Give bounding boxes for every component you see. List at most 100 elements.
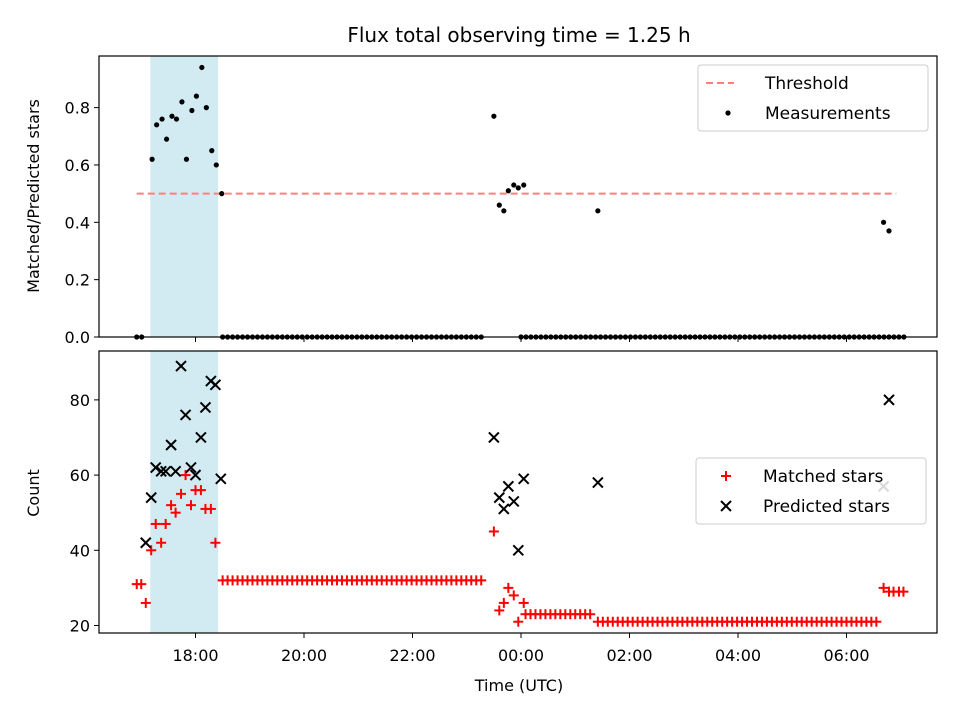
predicted-point — [189, 469, 202, 481]
y-tick-label: 80 — [70, 391, 90, 410]
x-tick-label: 04:00 — [715, 646, 761, 665]
predicted-point-b — [140, 537, 152, 549]
predicted-point-b — [215, 473, 227, 485]
legend-measurement-swatch — [725, 110, 731, 116]
predicted-point-b — [199, 401, 212, 414]
predicted-point — [508, 495, 520, 508]
measurement-point — [505, 188, 511, 194]
matched-point — [878, 582, 889, 593]
predicted-point-b — [169, 465, 182, 478]
x-tick-label: 20:00 — [281, 646, 327, 665]
predicted-point — [209, 379, 222, 391]
measurement-point — [149, 156, 155, 162]
predicted-point — [199, 401, 212, 414]
predicted-point — [159, 465, 172, 478]
predicted-point — [150, 461, 162, 474]
matched-point — [205, 503, 216, 514]
measurement-point — [501, 208, 507, 214]
measurement-point — [880, 219, 887, 225]
measurement-point — [193, 93, 200, 99]
matched-point — [140, 597, 151, 608]
y-tick-label: 20 — [70, 616, 90, 635]
chart-title: Flux total observing time = 1.25 h — [347, 23, 690, 47]
matched-point — [166, 500, 177, 511]
legend-box — [697, 64, 929, 132]
x-tick-label: 06:00 — [823, 646, 869, 665]
legend-label: Predicted stars — [763, 497, 890, 517]
predicted-point — [502, 480, 515, 493]
predicted-point — [179, 409, 192, 421]
matched-point — [513, 616, 524, 627]
plot-frame — [98, 350, 938, 634]
matched-point — [185, 500, 196, 511]
measurement-point — [219, 191, 225, 197]
legend: Matched stars Predicted stars — [695, 457, 927, 525]
matched-point — [898, 586, 909, 597]
matched-point — [156, 537, 167, 548]
measurement-point — [199, 64, 205, 71]
legend-label: Threshold — [764, 74, 849, 94]
predicted-point — [512, 544, 524, 556]
x-tick-label: 00:00 — [498, 646, 544, 665]
matched-point — [585, 609, 596, 620]
predicted-point — [140, 537, 152, 549]
predicted-point-b — [883, 394, 895, 406]
legend: Threshold Measurements — [697, 64, 929, 132]
predicted-point — [175, 360, 187, 372]
predicted-point — [493, 491, 506, 504]
predicted-point — [518, 473, 530, 485]
measurement-point — [491, 113, 497, 119]
predicted-point — [155, 465, 167, 478]
matched-point — [150, 518, 161, 529]
x-tick-label: 22:00 — [389, 646, 435, 665]
matched-point — [508, 590, 519, 601]
predicted-point-b — [185, 461, 197, 474]
predicted-point-b — [175, 360, 187, 372]
matched-point — [498, 597, 509, 608]
matched-point — [160, 518, 171, 529]
measurement-point — [886, 228, 892, 234]
y-axis-label-ratio: Matched/Predicted stars — [24, 99, 43, 293]
predicted-point — [883, 394, 895, 406]
plot-frame — [98, 55, 938, 338]
predicted-point-b — [155, 465, 167, 478]
legend-predicted-swatch-b — [720, 500, 732, 512]
measurement-point — [496, 202, 502, 208]
y-tick-label: 0.0 — [65, 328, 90, 347]
legend-label: Measurements — [765, 104, 891, 124]
measurement-point — [159, 116, 165, 122]
predicted-point — [592, 476, 604, 489]
predicted-point-b — [508, 495, 520, 508]
predicted-point — [145, 491, 157, 504]
matched-point — [195, 485, 206, 496]
predicted-point-b — [512, 544, 524, 556]
ratio-panel: 0.0 0.2 0.4 0.6 0.8 Threshold Measurements — [65, 55, 938, 347]
matched-point — [503, 582, 514, 593]
predicted-point — [169, 465, 182, 478]
highlight-span — [150, 351, 219, 633]
x-axis-label: Time (UTC) — [474, 676, 563, 695]
predicted-point — [215, 473, 227, 485]
predicted-point — [498, 503, 510, 515]
legend-label: Matched stars — [763, 467, 883, 487]
predicted-point-b — [159, 465, 172, 478]
x-tick-label: 18:00 — [172, 646, 218, 665]
predicted-point-b — [165, 439, 177, 451]
y-tick-label: 0.4 — [65, 213, 90, 232]
matched-point — [518, 597, 529, 608]
measurement-point — [213, 162, 219, 168]
measurement-point — [521, 182, 527, 188]
matched-point — [136, 579, 147, 590]
measurement-point — [209, 148, 215, 154]
matched-point — [176, 488, 187, 499]
predicted-point-b — [189, 469, 202, 481]
measurement-point — [203, 105, 209, 111]
predicted-point-b — [209, 379, 222, 391]
measurement-point — [169, 113, 175, 119]
x-tick-label: 02:00 — [606, 646, 652, 665]
predicted-point — [195, 431, 207, 444]
y-axis-label-counts: Count — [24, 469, 43, 517]
y-tick-label: 60 — [70, 466, 90, 485]
measurement-point — [163, 136, 170, 142]
predicted-point-b — [493, 491, 506, 504]
